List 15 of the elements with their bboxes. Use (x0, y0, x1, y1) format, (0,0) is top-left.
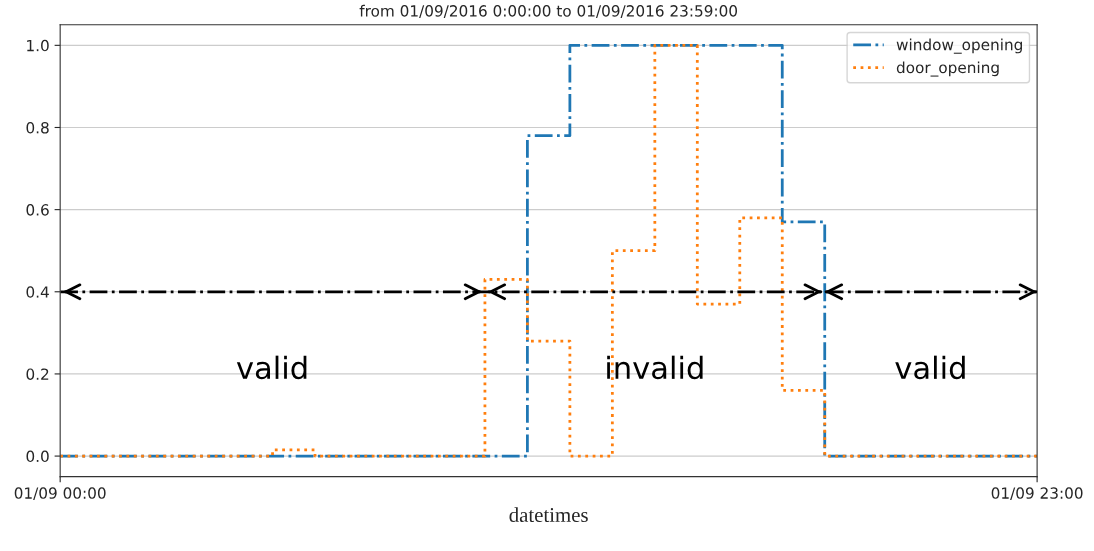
legend-label: door_opening (896, 61, 999, 77)
y-tick-label: 1.0 (27, 39, 49, 52)
annotation: valid (236, 355, 307, 380)
annotation: invalid (607, 355, 703, 380)
y-tick-label: 0.2 (26, 368, 49, 380)
x-tick-label: 01/09 23:00 (991, 487, 1083, 501)
y-tick-label: 0.4 (26, 286, 49, 298)
chart-title: from 01/09/2016 0:00:00 to 01/09/2016 23:59:00 (359, 4, 738, 18)
y-tick-label: 0.0 (26, 450, 49, 463)
annotation: valid (895, 355, 965, 380)
x-axis-title: datetimes (509, 507, 588, 523)
x-tick-label: 01/09 00:00 (14, 487, 106, 501)
y-tick-label: 0.8 (26, 121, 49, 134)
y-tick-label: 0.6 (26, 204, 49, 216)
legend-label: window_opening (896, 38, 1022, 54)
